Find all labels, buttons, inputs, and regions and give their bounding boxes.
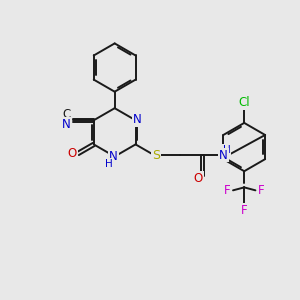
Text: Cl: Cl: [238, 96, 250, 109]
Text: O: O: [194, 172, 203, 185]
Text: O: O: [68, 147, 77, 160]
Text: F: F: [241, 204, 247, 217]
Text: H: H: [106, 159, 113, 169]
Text: C: C: [62, 109, 71, 122]
Text: F: F: [224, 184, 230, 197]
Text: N: N: [133, 113, 142, 126]
Text: F: F: [258, 184, 265, 197]
Text: H: H: [223, 145, 230, 155]
Text: S: S: [152, 149, 160, 162]
Text: N: N: [109, 150, 118, 163]
Text: N: N: [219, 148, 228, 161]
Text: N: N: [62, 118, 71, 131]
